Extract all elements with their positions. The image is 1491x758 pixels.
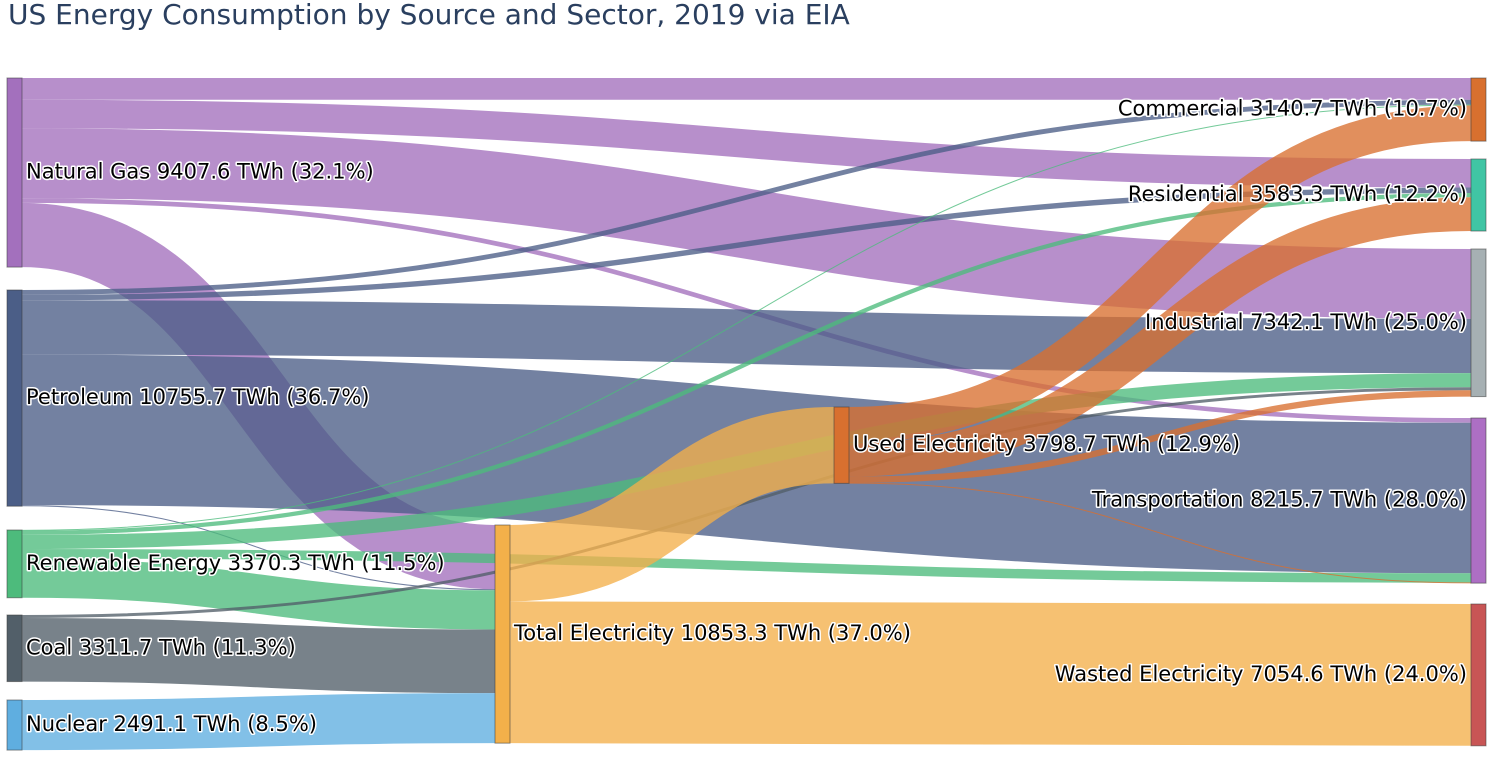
node-coal[interactable] (6, 614, 23, 683)
label-transportation: Transportation 8215.7 TWh (28.0%) (1091, 488, 1467, 512)
node-petroleum[interactable] (6, 289, 23, 507)
node-commercial[interactable] (1470, 77, 1487, 142)
link-petroleum-to-total-electricity[interactable] (21, 505, 496, 591)
label-natural-gas: Natural Gas 9407.6 TWh (32.1%) (26, 160, 374, 184)
link-renewable-to-residential[interactable] (21, 192, 1472, 535)
chart-title: US Energy Consumption by Source and Sect… (8, 0, 850, 31)
node-natural-gas[interactable] (6, 77, 23, 268)
link-used-electricity-to-transportation[interactable] (848, 482, 1472, 584)
label-petroleum: Petroleum 10755.7 TWh (36.7%) (26, 385, 369, 409)
link-nuclear-to-total-electricity[interactable] (21, 693, 496, 751)
label-nuclear: Nuclear 2491.1 TWh (8.5%) (26, 712, 317, 736)
link-petroleum-to-industrial[interactable] (21, 300, 1472, 374)
label-coal: Coal 3311.7 TWh (11.3%) (26, 635, 296, 659)
label-used-electricity: Used Electricity 3798.7 TWh (12.9%) (853, 432, 1240, 456)
label-industrial: Industrial 7342.1 TWh (25.0%) (1145, 310, 1467, 334)
label-commercial: Commercial 3140.7 TWh (10.7%) (1118, 97, 1467, 121)
link-used-electricity-to-industrial[interactable] (848, 390, 1472, 483)
link-used-electricity-to-commercial[interactable] (848, 105, 1472, 443)
node-wasted-electricity[interactable] (1470, 603, 1487, 747)
link-used-electricity-to-residential[interactable] (848, 197, 1472, 477)
label-residential: Residential 3583.3 TWh (12.2%) (1128, 182, 1467, 206)
link-petroleum-to-residential[interactable] (21, 187, 1472, 301)
link-total-electricity-to-wasted-electricity[interactable] (509, 601, 1472, 746)
node-nuclear[interactable] (6, 699, 23, 751)
links-layer (21, 78, 1472, 751)
link-petroleum-to-commercial[interactable] (21, 99, 1472, 295)
link-renewable-to-total-electricity[interactable] (21, 558, 496, 630)
link-coal-to-industrial[interactable] (21, 387, 1472, 618)
node-used-electricity[interactable] (833, 406, 850, 484)
link-renewable-to-commercial[interactable] (21, 104, 1472, 531)
node-transportation[interactable] (1470, 417, 1487, 584)
node-total-electricity[interactable] (494, 524, 511, 744)
nodes-layer (6, 77, 1487, 751)
label-wasted-electricity: Wasted Electricity 7054.6 TWh (24.0%) (1055, 662, 1467, 686)
link-total-electricity-to-used-electricity[interactable] (509, 407, 835, 602)
node-renewable[interactable] (6, 529, 23, 599)
link-renewable-to-transportation[interactable] (21, 549, 1472, 583)
labels-layer: Natural Gas 9407.6 TWh (32.1%) Petroleum … (25, 95, 1469, 737)
link-natural-gas-to-residential[interactable] (21, 99, 1472, 188)
label-renewable: Renewable Energy 3370.3 TWh (11.5%) (26, 551, 445, 575)
label-total-electricity: Total Electricity 10853.3 TWh (37.0%) (513, 621, 911, 645)
node-residential[interactable] (1470, 158, 1487, 232)
link-natural-gas-to-industrial[interactable] (21, 128, 1472, 319)
node-industrial[interactable] (1470, 248, 1487, 398)
link-coal-to-total-electricity[interactable] (21, 617, 496, 694)
